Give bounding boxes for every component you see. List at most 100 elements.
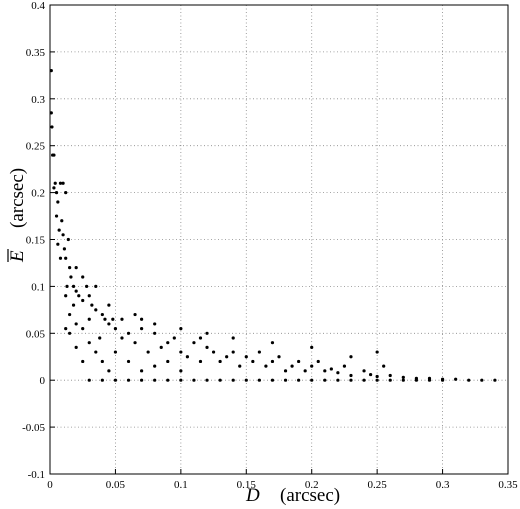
x-tick-label: 0.1 xyxy=(174,479,188,491)
point xyxy=(65,284,69,288)
point xyxy=(401,375,405,379)
point xyxy=(179,369,183,373)
point xyxy=(133,312,137,317)
point xyxy=(225,355,229,359)
point xyxy=(454,377,458,381)
point xyxy=(244,355,248,359)
point xyxy=(251,359,255,364)
point xyxy=(231,350,235,354)
point xyxy=(388,373,392,378)
point xyxy=(87,378,91,382)
point xyxy=(198,359,203,364)
point xyxy=(58,181,63,185)
point xyxy=(264,364,268,368)
y-tick-label: 0.35 xyxy=(26,47,46,59)
point xyxy=(71,284,76,288)
point xyxy=(126,378,131,382)
x-tick-label: 0.3 xyxy=(436,479,450,491)
point xyxy=(87,341,91,345)
point xyxy=(113,378,118,382)
point xyxy=(68,312,72,317)
point xyxy=(81,359,85,364)
point xyxy=(64,191,68,195)
x-label-symbol: D xyxy=(245,485,260,506)
point xyxy=(61,181,65,185)
x-tick-label: 0.05 xyxy=(106,479,126,491)
point xyxy=(329,367,333,371)
point xyxy=(440,378,445,382)
point xyxy=(52,153,56,157)
point xyxy=(192,341,196,345)
y-label-symbol: E xyxy=(7,250,28,263)
point xyxy=(362,369,366,373)
point xyxy=(100,359,104,364)
point xyxy=(113,350,118,354)
point xyxy=(64,256,68,260)
point xyxy=(480,378,484,382)
point xyxy=(111,317,115,321)
point xyxy=(159,345,163,349)
point xyxy=(103,317,107,321)
point xyxy=(66,237,70,242)
point xyxy=(64,327,68,331)
point xyxy=(140,369,144,373)
point xyxy=(52,186,56,190)
point xyxy=(382,364,386,368)
point xyxy=(369,372,373,377)
x-tick-label: 0 xyxy=(47,479,53,491)
point xyxy=(120,336,124,340)
x-tick-label: 0.25 xyxy=(368,479,388,491)
point xyxy=(336,378,340,382)
point xyxy=(100,378,104,382)
point xyxy=(244,378,248,382)
plot-frame xyxy=(49,4,509,475)
point xyxy=(205,345,209,349)
y-tick-label: 0 xyxy=(40,375,46,387)
point xyxy=(297,378,301,382)
point xyxy=(375,374,379,379)
point xyxy=(94,350,98,354)
point xyxy=(179,327,183,331)
y-tick-label: 0.15 xyxy=(26,235,46,247)
point xyxy=(94,308,98,312)
point xyxy=(316,359,320,364)
point xyxy=(69,275,73,279)
y-tick-label: 0.2 xyxy=(31,188,45,200)
point xyxy=(146,350,150,354)
point xyxy=(310,345,314,349)
y-tick-label: 0.05 xyxy=(26,328,46,340)
point xyxy=(297,359,301,364)
point xyxy=(427,378,432,382)
point xyxy=(113,327,118,331)
point xyxy=(303,369,307,373)
point xyxy=(362,378,366,382)
point xyxy=(283,369,288,373)
point xyxy=(90,303,94,307)
point xyxy=(218,378,222,382)
point xyxy=(126,359,131,364)
y-label-unit: (arcsec) xyxy=(7,168,28,228)
point xyxy=(166,378,170,382)
point xyxy=(257,350,261,354)
point xyxy=(81,298,85,303)
point xyxy=(77,294,81,298)
point xyxy=(493,378,497,382)
point xyxy=(179,350,183,354)
point xyxy=(153,322,157,326)
point xyxy=(349,355,353,359)
point xyxy=(211,350,216,354)
point xyxy=(85,284,89,288)
point xyxy=(198,336,203,340)
point xyxy=(64,294,68,298)
point xyxy=(140,317,144,321)
point xyxy=(81,275,85,279)
point xyxy=(179,378,183,382)
point xyxy=(56,242,60,246)
point xyxy=(133,341,137,345)
point xyxy=(205,378,209,382)
point xyxy=(270,378,275,382)
point xyxy=(310,364,314,368)
point xyxy=(71,303,76,307)
point xyxy=(53,181,57,185)
